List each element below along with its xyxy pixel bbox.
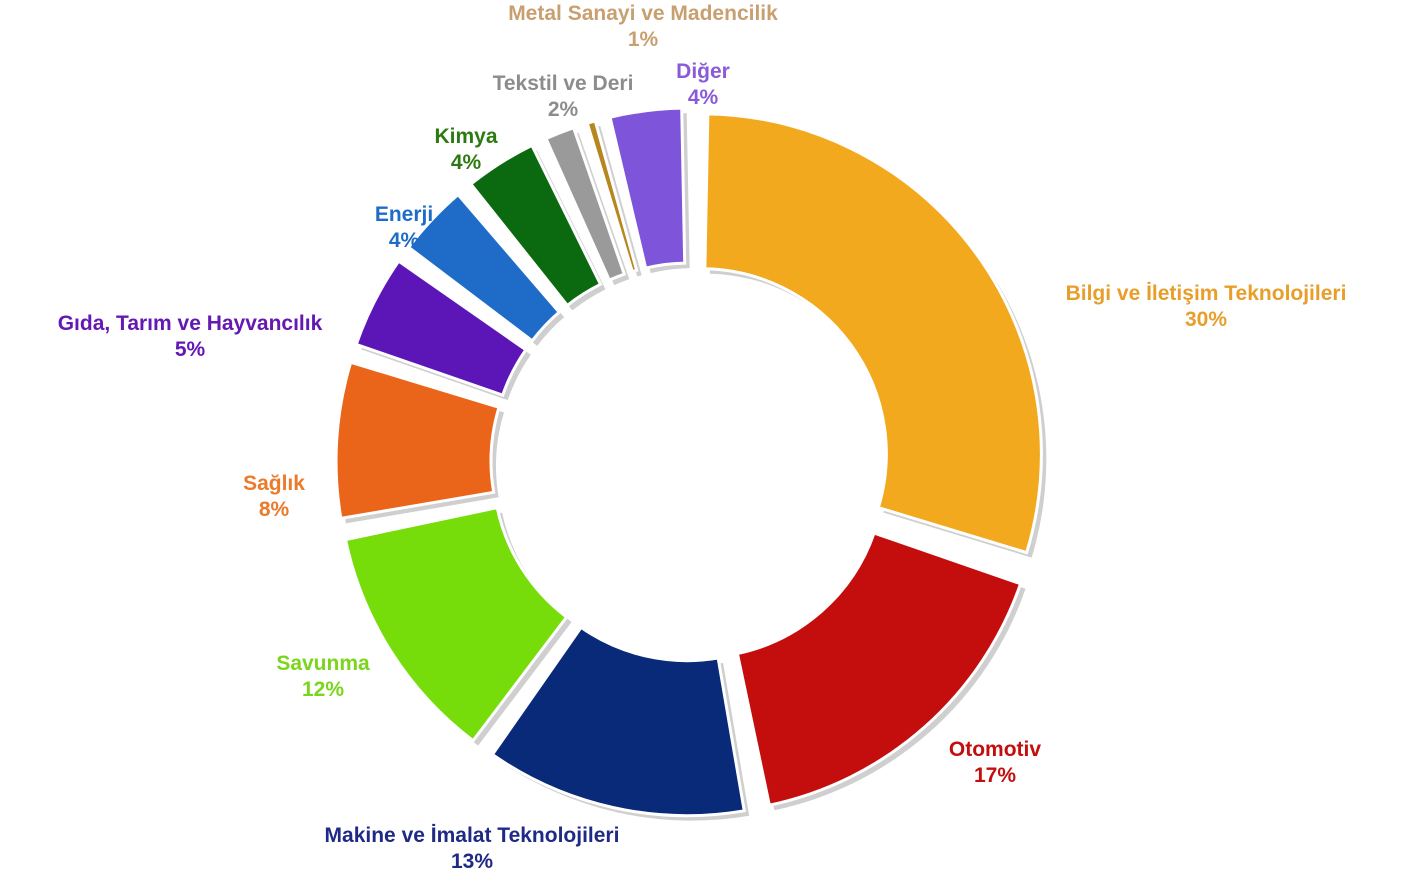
label-percent-tekstil-ve-deri: 2%	[548, 98, 579, 121]
label-name-enerji: Enerji	[375, 203, 433, 226]
slice-otomotiv	[735, 531, 1023, 807]
labels-group: Bilgi ve İletişim Teknolojileri 30% Otomot…	[58, 2, 1347, 873]
slice-saglik	[334, 360, 501, 521]
slices-group	[334, 106, 1047, 821]
slice-enerji	[406, 192, 562, 343]
label-percent-enerji: 4%	[389, 229, 420, 252]
label-name-gida-tarim-ve-hayvancilik: Gıda, Tarım ve Hayvancılık	[58, 312, 323, 335]
slice-tekstil-ve-deri	[544, 125, 627, 283]
slice-metal-sanayi-ve-madencilik	[585, 119, 639, 274]
slice-savunma	[343, 505, 569, 743]
label-percent-saglik: 8%	[259, 498, 290, 521]
label-name-kimya: Kimya	[434, 125, 497, 148]
label-name-diger: Diğer	[676, 60, 730, 83]
label-percent-bilgi-ve-i-letisim-teknolojileri: 30%	[1185, 308, 1227, 331]
label-percent-diger: 4%	[688, 86, 719, 109]
label-name-tekstil-ve-deri: Tekstil ve Deri	[493, 72, 634, 95]
label-percent-savunma: 12%	[302, 678, 344, 701]
label-name-savunma: Savunma	[276, 652, 370, 675]
label-name-otomotiv: Otomotiv	[949, 738, 1041, 761]
label-percent-makine-ve-i-malat-teknolojileri: 13%	[451, 850, 493, 873]
slice-kimya	[468, 143, 603, 308]
slice-diger	[608, 106, 687, 270]
label-name-metal-sanayi-ve-madencilik: Metal Sanayi ve Madencilik	[508, 2, 778, 25]
slice-makine-ve-i-malat-teknolojileri	[490, 625, 746, 818]
label-name-saglik: Sağlık	[243, 472, 305, 495]
slice-bilgi-ve-i-letisim-teknolojileri	[703, 112, 1043, 555]
label-name-bilgi-ve-i-letisim-teknolojileri: Bilgi ve İletişim Teknolojileri	[1066, 282, 1347, 305]
label-percent-kimya: 4%	[451, 151, 482, 174]
label-percent-metal-sanayi-ve-madencilik: 1%	[628, 28, 659, 51]
label-percent-otomotiv: 17%	[974, 764, 1016, 787]
label-percent-gida-tarim-ve-hayvancilik: 5%	[175, 338, 206, 361]
label-name-makine-ve-i-malat-teknolojileri: Makine ve İmalat Teknolojileri	[325, 824, 620, 847]
slice-gida-tarim-ve-hayvancilik	[354, 259, 528, 398]
